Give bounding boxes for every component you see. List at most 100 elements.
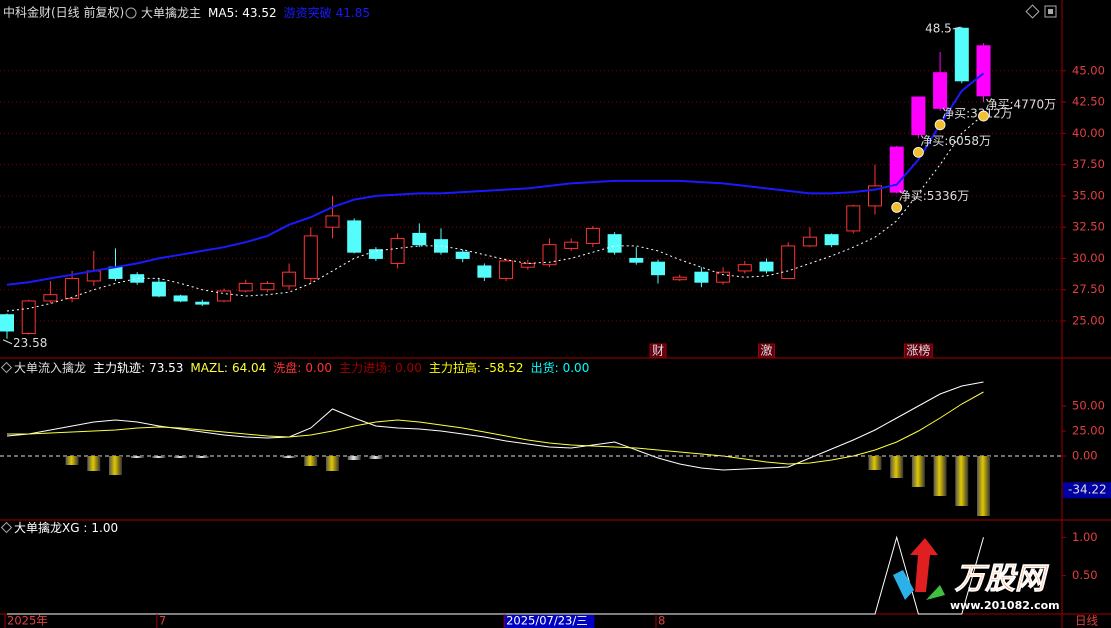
candle-body	[260, 282, 275, 291]
legend-value: 41.85	[336, 6, 370, 20]
logo-url: www.201082.com	[950, 599, 1060, 612]
legend-value: 43.52	[242, 6, 276, 20]
candle-body	[303, 235, 318, 279]
logo-shape	[926, 585, 945, 600]
y-tick-label: 1.00	[1072, 530, 1098, 544]
legend-value: 64.04	[232, 361, 266, 375]
legend-name: MA5:	[208, 6, 238, 20]
candle-body	[217, 290, 231, 302]
marker-label: 净买:6058万	[920, 134, 991, 148]
candle-body	[759, 261, 774, 272]
indicator-name: 大单擒龙主	[141, 5, 201, 20]
candle-body	[672, 276, 687, 281]
candle-body	[694, 271, 709, 283]
bar	[109, 456, 122, 475]
legend-name: 主力轨迹:	[93, 361, 145, 375]
icon-diamond[interactable]	[1025, 4, 1040, 19]
marker-label: 净买:4770万	[986, 98, 1057, 112]
series-line	[7, 535, 984, 615]
bar	[326, 456, 339, 471]
bar	[130, 456, 144, 458]
panel-header: 大单擒龙XG : 1.00	[14, 520, 118, 535]
legend-value: 0.00	[305, 361, 332, 375]
y-tick-label: 50.00	[1072, 399, 1105, 413]
legend-value: -58.52	[485, 361, 524, 375]
icon-box-inner	[1048, 9, 1053, 14]
candle-body	[477, 265, 492, 278]
bar	[152, 456, 166, 458]
icon-diamond[interactable]	[0, 361, 13, 374]
icon-diamond[interactable]	[0, 521, 13, 534]
x-tick-label: 2025/07/23/三	[506, 614, 588, 628]
event-label: 激	[760, 344, 772, 358]
icon-box[interactable]	[1044, 5, 1057, 18]
bar	[911, 456, 925, 487]
legend-value: 0.00	[395, 361, 422, 375]
candle-body	[0, 314, 14, 332]
bar	[955, 456, 969, 506]
cursor-label: -34.22	[1068, 483, 1107, 497]
x-tick-label: 8	[658, 614, 665, 628]
high-pointer	[952, 26, 961, 30]
x-tick-label: 2025年	[7, 614, 48, 628]
marker-icon	[891, 201, 903, 213]
candle-body	[151, 281, 166, 297]
y-tick-label: 0.50	[1072, 568, 1098, 582]
candle-body	[368, 249, 383, 259]
logo-shape	[910, 538, 938, 592]
series-line	[7, 391, 984, 465]
event-label: 涨榜	[906, 343, 930, 358]
high-label: 48.5	[925, 22, 952, 36]
panel-header: 大单擒龙主 MA5: 43.52 游资突破 41.85	[141, 5, 370, 20]
candle-body	[43, 294, 58, 302]
legend-name: 大单擒龙XG :	[14, 520, 87, 535]
y-tick-label: 42.50	[1072, 95, 1105, 109]
bar	[65, 456, 79, 465]
cursor-date-box	[504, 615, 595, 628]
y-tick-label: 25.00	[1072, 313, 1105, 327]
legend-name: 游资突破	[284, 5, 332, 20]
series-line	[6, 72, 985, 286]
bar	[304, 456, 318, 466]
logo: 万股网 www.201082.com	[893, 538, 1060, 612]
marker-icon	[978, 110, 989, 122]
bar	[933, 456, 947, 496]
candle-body	[716, 271, 731, 283]
legend-name: 主力拉高:	[429, 360, 481, 375]
marker-label: 净买:5336万	[899, 189, 970, 203]
y-tick-label: 30.00	[1072, 251, 1105, 265]
period-label: 日线	[1075, 614, 1098, 628]
candle-body	[347, 220, 362, 253]
panel-header: 大单流入擒龙 主力轨迹: 73.53 MAZL: 64.04 洗盘: 0.00 主力进场: 0.…	[14, 360, 589, 375]
candle-body	[238, 282, 253, 292]
bar	[174, 456, 188, 458]
icon-circle[interactable]	[125, 7, 137, 19]
y-tick-label: 27.50	[1072, 282, 1105, 296]
bar	[87, 456, 101, 471]
candle-body	[954, 27, 969, 82]
series-line	[6, 114, 984, 312]
candle-body	[607, 234, 622, 253]
candle-body	[737, 264, 752, 272]
low-label: 23.58	[13, 336, 47, 350]
chart-title: 中科金财(日线 前复权)	[3, 5, 124, 20]
logo-title: 万股网	[954, 562, 1049, 597]
cursor-box	[1063, 482, 1111, 499]
candle-body	[65, 277, 80, 299]
indicator-name: 大单流入擒龙	[14, 360, 86, 375]
y-tick-label: 0.00	[1072, 449, 1098, 463]
candle-body	[585, 227, 600, 244]
candle-body	[781, 245, 796, 279]
bar	[282, 456, 296, 458]
event-box	[903, 343, 933, 359]
candle-body	[21, 300, 36, 334]
marker-icon	[913, 146, 924, 158]
candle-body	[282, 271, 297, 287]
y-tick-label: 35.00	[1072, 188, 1105, 202]
candle-body	[824, 234, 839, 246]
y-tick-label: 32.50	[1072, 220, 1105, 234]
candle-body	[173, 295, 188, 302]
bar	[195, 456, 209, 458]
y-tick-label: 37.50	[1072, 157, 1105, 171]
